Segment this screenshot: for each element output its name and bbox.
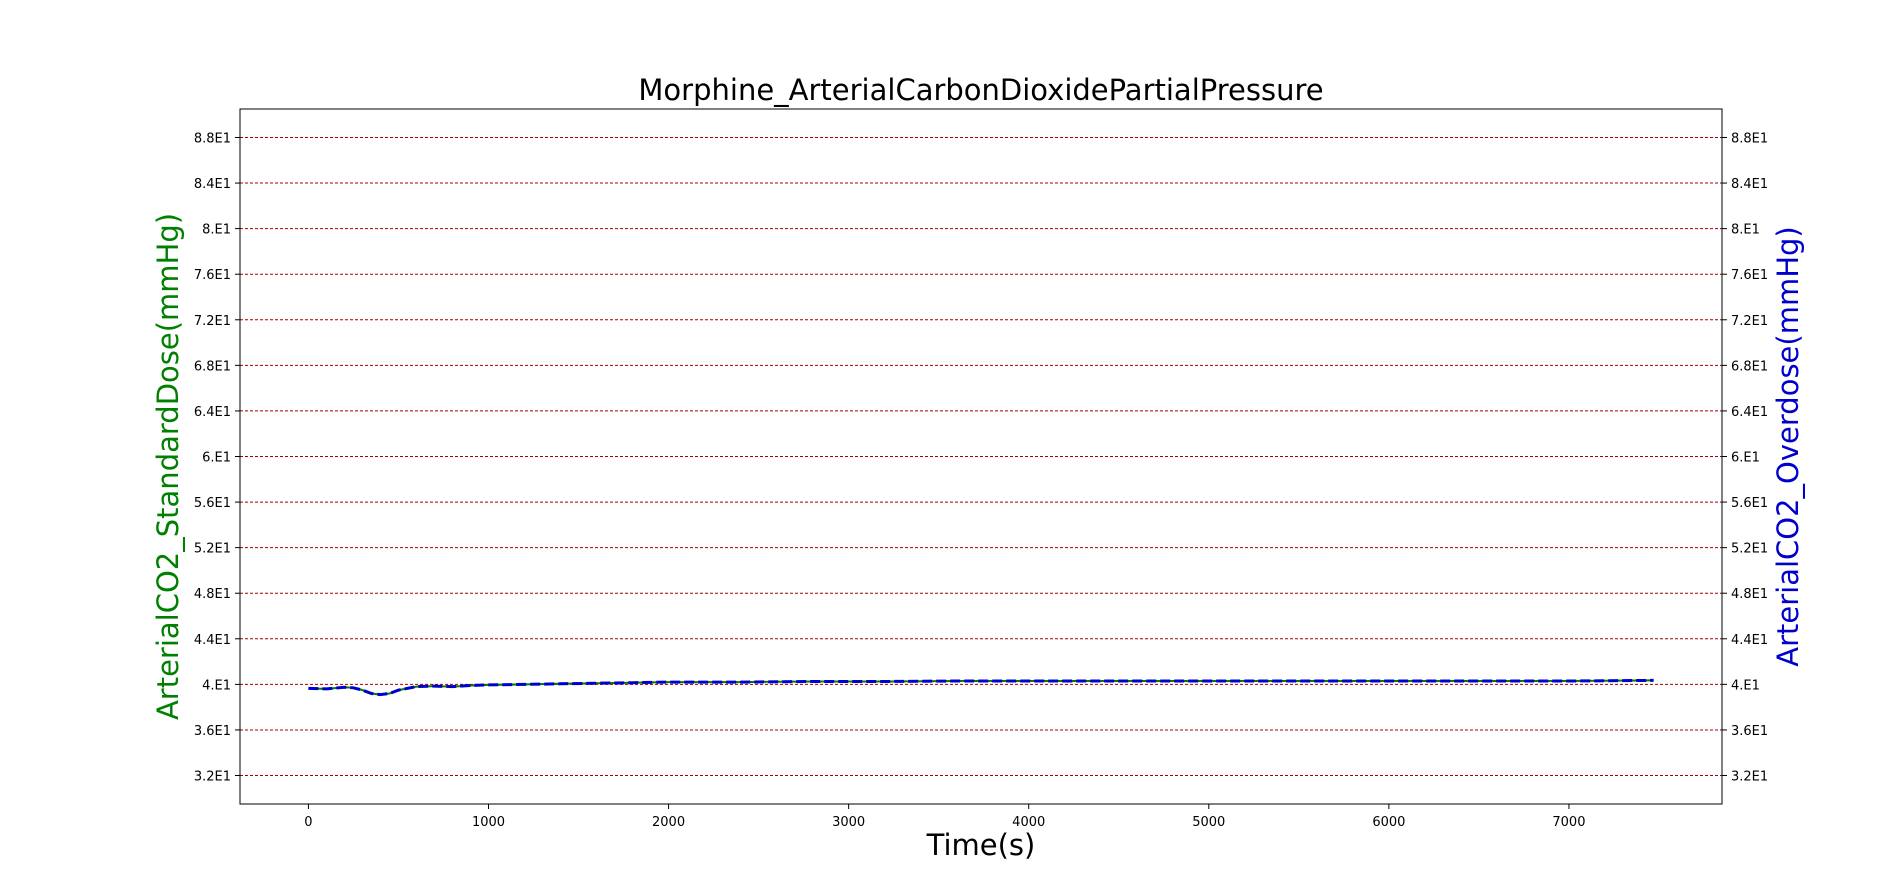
series-lines [308,678,1654,697]
x-tick-label: 1000 [472,815,505,830]
grid-lines [240,136,1722,777]
y-tick-label-right: 4.8E1 [1731,587,1768,602]
y-tick-label-right: 6.8E1 [1731,359,1768,374]
x-tick-label: 3000 [832,815,865,830]
y-tick-label-right: 8.8E1 [1731,131,1768,146]
y-tick-label-right: 3.6E1 [1731,724,1768,739]
y-tick-label-left: 4.4E1 [194,633,231,648]
y-tick-label-left: 8.8E1 [194,131,231,146]
y-tick-label-left: 7.6E1 [194,268,231,283]
y-tick-label-left: 5.2E1 [194,542,231,557]
y-tick-label-right: 7.2E1 [1731,314,1768,329]
y-tick-label-right: 6.4E1 [1731,405,1768,420]
y-tick-label-left: 3.2E1 [194,770,231,785]
y-axis-label-right: ArterialCO2_Overdose(mmHg) [1771,226,1805,667]
x-tick-label: 4000 [1012,815,1045,830]
x-axis-label: Time(s) [926,828,1036,862]
y-tick-label-left: 7.2E1 [194,314,231,329]
y-tick-label-left: 8.4E1 [194,177,231,192]
x-tick-label: 6000 [1372,815,1405,830]
y-tick-label-right: 5.6E1 [1731,496,1768,511]
y-tick-label-left: 6.4E1 [194,405,231,420]
axis-ticks: 3.2E1 3.2E1 3.6E1 3.6E1 4.E1 4.E1 4.4E1 4.4E1 4.… [194,131,1768,830]
y-tick-label-right: 8.4E1 [1731,177,1768,192]
y-tick-label-left: 6.E1 [202,451,231,466]
y-tick-label-left: 8.E1 [202,223,231,238]
y-axis-label-left: ArterialCO2_StandardDose(mmHg) [151,213,185,720]
y-tick-label-right: 4.E1 [1731,678,1760,693]
x-tick-label: 5000 [1192,815,1225,830]
y-tick-label-left: 5.6E1 [194,496,231,511]
y-tick-label-left: 4.8E1 [194,587,231,602]
y-tick-label-right: 4.4E1 [1731,633,1768,648]
series-line-overdose [308,678,1654,697]
y-tick-label-left: 4.E1 [202,678,231,693]
y-tick-label-left: 6.8E1 [194,359,231,374]
y-tick-label-right: 3.2E1 [1731,770,1768,785]
series-line-standard-dose [308,679,1654,696]
y-tick-label-right: 7.6E1 [1731,268,1768,283]
chart-title: Morphine_ArterialCarbonDioxidePartialPre… [638,73,1323,107]
y-tick-label-left: 3.6E1 [194,724,231,739]
y-tick-label-right: 6.E1 [1731,451,1760,466]
x-tick-label: 2000 [652,815,685,830]
x-tick-label: 0 [304,815,312,830]
y-tick-label-right: 8.E1 [1731,223,1760,238]
y-tick-label-right: 5.2E1 [1731,542,1768,557]
x-tick-label: 7000 [1552,815,1585,830]
